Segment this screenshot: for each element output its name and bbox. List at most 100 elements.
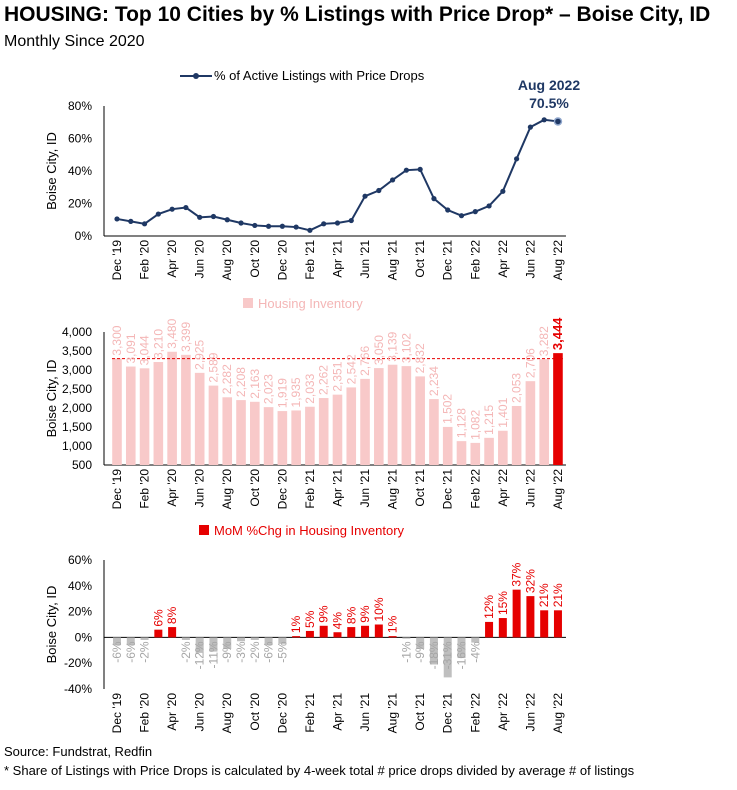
x-tick-label: Jun '20 [193, 240, 207, 279]
y-axis-label: Boise City, ID [44, 586, 59, 664]
inventory-bar [263, 407, 274, 465]
x-tick-label: Feb '20 [138, 240, 152, 280]
y-tick-label: 1,500 [62, 420, 92, 434]
mom-bar [361, 625, 370, 638]
mom-bar [209, 637, 218, 652]
bar-value-label: -6% [262, 641, 276, 663]
x-tick-label: Aug '22 [551, 469, 565, 510]
inventory-bar [112, 358, 122, 465]
legend-swatch [199, 525, 209, 535]
inventory-bar [181, 354, 191, 465]
y-tick-label: 0% [75, 229, 93, 243]
mom-bar [292, 636, 301, 638]
x-tick-label: Apr '20 [165, 240, 179, 278]
data-point [445, 207, 451, 213]
data-point [279, 223, 285, 229]
mom-bar [443, 637, 452, 678]
bar-value-label: 1% [289, 615, 303, 633]
data-point [403, 167, 409, 173]
legend-marker [193, 73, 199, 79]
data-point [265, 223, 272, 229]
x-tick-label: Dec '21 [441, 469, 455, 510]
x-tick-label: Apr '20 [165, 469, 179, 507]
x-tick-label: Oct '20 [248, 240, 262, 278]
data-point [307, 227, 313, 233]
x-tick-label: Jun '22 [523, 469, 537, 508]
data-point [293, 224, 299, 230]
data-point [224, 217, 230, 223]
bar-value-label: 1,935 [289, 377, 303, 407]
bar-value-label: 2,053 [510, 373, 524, 403]
data-point [553, 117, 563, 126]
bar-value-label: 2,282 [220, 364, 234, 394]
inventory-bar [346, 387, 357, 465]
inventory-bar [291, 410, 301, 465]
x-tick-label: Oct '21 [413, 693, 427, 731]
bar-value-label: 2,589 [206, 352, 220, 382]
bar-value-label: -16% [455, 641, 469, 669]
y-axis-label: Boise City, ID [44, 132, 59, 210]
source-note: Source: Fundstrat, Redfin [4, 744, 153, 759]
x-tick-label: Dec '20 [275, 693, 289, 734]
bar-value-label: 2,925 [193, 339, 207, 369]
data-point [514, 156, 520, 162]
mom-bar [553, 610, 562, 638]
y-tick-label: 4,000 [62, 325, 92, 339]
inventory-bar [429, 399, 439, 465]
bar-value-label: 8% [165, 606, 179, 624]
bar-value-label: 2,163 [248, 368, 262, 398]
bar-value-label: 1,215 [482, 404, 496, 434]
bar-value-label: -9% [220, 641, 234, 663]
bar-value-label: 1,401 [496, 397, 510, 427]
bar-value-label: -2% [179, 641, 193, 663]
y-tick-label: -40% [64, 682, 92, 696]
x-tick-label: Aug '20 [220, 469, 234, 510]
x-tick-label: Dec '20 [275, 240, 289, 281]
bar-value-label: 3,282 [537, 326, 551, 356]
x-tick-label: Jun '20 [193, 469, 207, 508]
mom-bar [498, 618, 507, 638]
y-tick-label: 2,500 [62, 382, 92, 396]
mom-bar [374, 624, 383, 638]
mom-bar [126, 637, 135, 646]
data-point [486, 203, 492, 209]
bar-value-label: 3,050 [372, 335, 386, 365]
bar-value-label: 9% [317, 605, 331, 623]
x-tick-label: Jun '20 [193, 693, 207, 732]
housing-inventory-bar-chart: 500 1,000 1,500 2,000 2,500 3,000 3,500 4,000 Bo… [44, 296, 566, 509]
mom-bar [154, 629, 163, 638]
data-point [141, 221, 148, 227]
data-point [362, 193, 368, 199]
inventory-bar [539, 359, 549, 465]
x-tick-label: Dec '21 [441, 240, 455, 281]
x-tick-label: Feb '22 [468, 693, 482, 733]
inventory-bar [167, 351, 177, 465]
bar-value-label: -4% [468, 641, 482, 663]
mom-bar [305, 630, 314, 638]
x-tick-label: Apr '20 [165, 693, 179, 731]
inventory-bar [194, 372, 205, 465]
x-tick-label: Oct '20 [248, 693, 262, 731]
legend-swatch [243, 298, 253, 308]
y-tick-label: 500 [72, 458, 92, 472]
legend-label: MoM %Chg in Housing Inventory [214, 523, 405, 538]
y-tick-label: 1,000 [62, 439, 92, 453]
bar-value-label: -3% [234, 641, 248, 663]
bar-value-label: 1,128 [455, 408, 469, 438]
x-tick-label: Aug '22 [551, 693, 565, 734]
inventory-bar [153, 362, 164, 465]
bar-value-label: 37% [510, 562, 524, 586]
bar-value-label: 1,082 [468, 410, 482, 440]
page-subtitle: Monthly Since 2020 [4, 33, 145, 50]
data-point [376, 187, 382, 194]
data-point [527, 124, 534, 130]
data-point [390, 177, 396, 183]
x-tick-label: Apr '21 [330, 693, 344, 731]
data-point [114, 216, 120, 222]
mom-bar [181, 637, 190, 640]
inventory-bar [125, 366, 136, 465]
mom-bar [471, 637, 480, 643]
bar-value-label: 4% [330, 612, 344, 630]
x-tick-label: Apr '21 [330, 469, 344, 507]
mom-bar [526, 596, 535, 638]
